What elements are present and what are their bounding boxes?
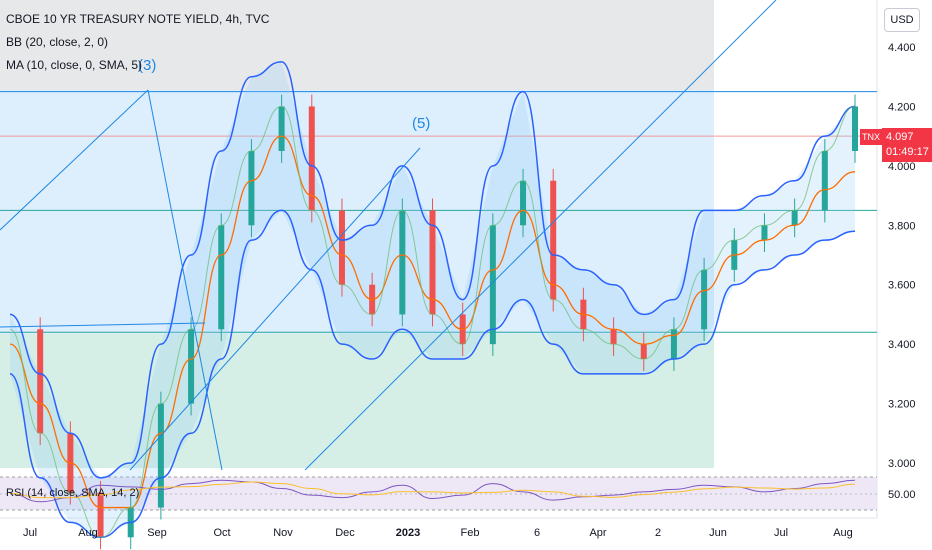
candle-body	[791, 210, 798, 226]
trendline-0	[0, 89, 149, 231]
candle-body	[218, 225, 225, 330]
bb-indicator-label[interactable]: BB (20, close, 2, 0)	[6, 35, 109, 49]
price-tick-label: 3.600	[888, 280, 916, 292]
candle-body	[821, 151, 828, 211]
time-tick-label: Apr	[589, 527, 606, 539]
candle-body	[157, 403, 164, 508]
candle-body	[489, 225, 496, 345]
bb-upper-line	[9, 61, 856, 479]
price-tick-label: 4.200	[888, 101, 916, 113]
price-tick-label: 3.200	[888, 399, 916, 411]
candle-body	[399, 210, 406, 315]
candle-body	[278, 106, 285, 151]
rsi-tick-label: 50.00	[888, 489, 916, 501]
time-tick-label: Jul	[774, 527, 788, 539]
time-tick-label: Feb	[461, 527, 480, 539]
last-price-tag: 4.097 01:49:17	[882, 128, 932, 162]
price-tick-label: 4.000	[888, 161, 916, 173]
rsi-line	[9, 479, 856, 503]
time-tick-label: Aug	[833, 527, 853, 539]
chart-title: CBOE 10 YR TREASURY NOTE YIELD, 4h, TVC	[6, 12, 270, 26]
candle-body	[188, 329, 195, 404]
wave5-label: (5)	[412, 115, 430, 132]
time-tick-label: 2	[655, 527, 661, 539]
price-tick-label: 3.400	[888, 339, 916, 351]
candle-body	[610, 329, 617, 345]
candle-body	[97, 492, 104, 538]
candle-body	[308, 106, 315, 211]
zone-top-gray	[0, 0, 714, 90]
wave3-label: (3)	[138, 57, 156, 74]
time-tick-label: Jun	[709, 527, 727, 539]
time-tick-label: Jul	[23, 527, 37, 539]
ma-line	[9, 135, 856, 509]
candle-body	[852, 106, 858, 151]
time-tick-label: Dec	[335, 527, 355, 539]
time-tick-label: 6	[534, 527, 540, 539]
candle-body	[701, 269, 708, 330]
ma-indicator-label[interactable]: MA (10, close, 0, SMA, 5)	[6, 58, 143, 72]
candle-body	[761, 225, 768, 241]
candle-body	[520, 180, 527, 226]
candle-body	[670, 329, 677, 359]
zone-blue	[0, 90, 714, 334]
rsi-ma-line	[9, 481, 856, 499]
close-line	[9, 105, 856, 538]
candle-body	[338, 210, 345, 285]
rsi-indicator-label[interactable]: RSI (14, close, SMA, 14, 2)	[6, 487, 140, 499]
time-tick-label: 2023	[396, 527, 420, 539]
price-tick-label: 4.400	[888, 42, 916, 54]
currency-button[interactable]: USD	[884, 8, 920, 32]
trendline-4	[0, 322, 206, 328]
bar-countdown: 01:49:17	[886, 146, 929, 158]
bb-lower-line	[9, 209, 856, 539]
time-tick-label: Oct	[213, 527, 230, 539]
time-tick-label: Aug	[78, 527, 98, 539]
candle-body	[550, 180, 557, 300]
price-tick-label: 3.000	[888, 458, 916, 470]
price-tick-label: 3.800	[888, 220, 916, 232]
trendline-2	[129, 147, 421, 471]
trendline-1	[147, 89, 223, 471]
symbol-tag: TNX	[860, 129, 882, 145]
candle-body	[640, 344, 647, 359]
last-price: 4.097	[886, 131, 914, 143]
zone-green	[0, 334, 714, 468]
time-tick-label: Sep	[147, 527, 167, 539]
candle-body	[37, 329, 44, 434]
candle-body	[429, 210, 436, 315]
time-tick-label: Nov	[273, 527, 293, 539]
candle-body	[248, 151, 255, 226]
trendline-3	[304, 0, 777, 471]
